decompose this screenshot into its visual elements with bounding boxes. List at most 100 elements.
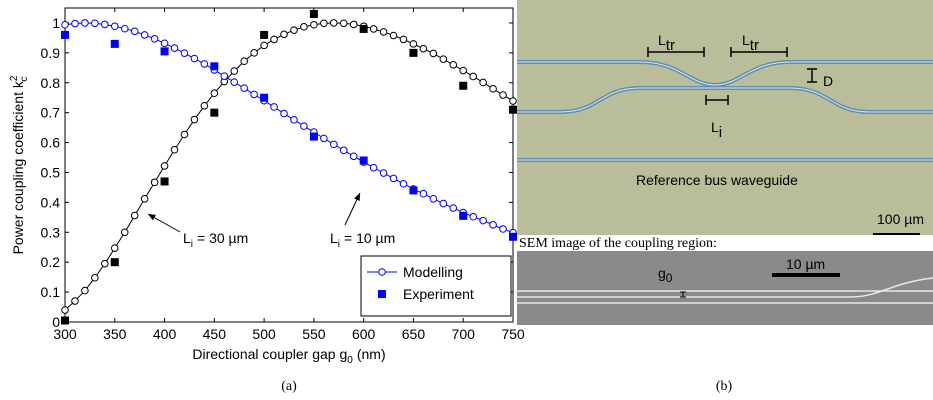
- model-point: [200, 60, 209, 68]
- plot-frame: [64, 7, 514, 323]
- model-curve: [64, 22, 514, 311]
- model-point: [61, 20, 69, 29]
- experiment-point: [309, 132, 318, 141]
- model-point: [91, 19, 99, 28]
- model-point: [120, 24, 129, 33]
- legend-marker: [378, 290, 386, 298]
- x-axis-label-unit: (nm): [357, 346, 386, 362]
- model-point: [330, 19, 338, 27]
- model-point: [240, 84, 248, 92]
- experiment-point: [160, 47, 169, 56]
- model-point: [349, 152, 358, 161]
- model-point: [429, 49, 438, 58]
- model-point: [419, 189, 428, 198]
- x-tick-label: 600: [352, 326, 376, 342]
- model-point: [320, 134, 328, 143]
- annotation-arrowhead: [148, 214, 156, 221]
- model-point: [280, 30, 288, 39]
- model-point: [310, 20, 318, 29]
- x-tick-label: 300: [53, 326, 77, 342]
- model-point: [260, 41, 268, 50]
- y-tick-label: 0: [52, 314, 60, 330]
- experiment-point: [210, 108, 219, 117]
- experiment-point: [359, 24, 368, 33]
- model-point: [130, 211, 139, 220]
- model-point: [300, 23, 308, 31]
- model-point: [180, 49, 189, 57]
- model-point: [379, 169, 388, 177]
- model-point: [180, 130, 189, 139]
- sem-waveguides: [517, 277, 933, 304]
- y-tick-label: 0.5: [41, 164, 61, 180]
- ltr-right: Ltr: [742, 32, 759, 54]
- model-point: [429, 194, 438, 203]
- model-point: [250, 49, 258, 57]
- model-point: [339, 146, 348, 155]
- model-point: [101, 259, 109, 268]
- model-point: [101, 20, 109, 29]
- scale-large: 100 µm: [877, 211, 924, 227]
- ltr-left: Ltr: [658, 32, 675, 54]
- model-point: [200, 101, 209, 110]
- model-point: [469, 212, 477, 221]
- y-axis-label: Power coupling coefficient k2c: [9, 75, 30, 254]
- model-point: [190, 115, 199, 124]
- experiment-point: [160, 177, 169, 186]
- y-axis-label-sup: 2: [9, 75, 20, 81]
- model-point: [170, 44, 179, 52]
- y-tick-label: 0.9: [41, 45, 61, 61]
- model-point: [349, 20, 358, 29]
- gap-mark: [680, 291, 686, 298]
- model-point: [489, 221, 497, 229]
- annotation: Li = 30 µm: [183, 230, 248, 250]
- model-point: [409, 40, 418, 48]
- experiment-point: [459, 211, 468, 220]
- y-tick-label: 0.3: [41, 224, 61, 240]
- model-point: [489, 84, 497, 93]
- model-point: [240, 57, 248, 66]
- model-point: [71, 297, 79, 305]
- y-axis-label-sub: c: [19, 77, 30, 82]
- model-point: [250, 90, 258, 99]
- model-point: [120, 228, 129, 237]
- legend-marker: [378, 268, 386, 276]
- model-point: [330, 140, 338, 149]
- micrograph: Ltr Ltr D Li Reference bus waveguide 100…: [517, 0, 933, 325]
- model-point: [369, 163, 378, 172]
- experiment-point: [409, 48, 418, 57]
- experiment-point: [110, 258, 119, 267]
- experiment-point: [260, 93, 269, 102]
- experiment-point: [359, 156, 368, 165]
- experiment-point: [260, 30, 269, 39]
- annotation-text: = 10 µm: [344, 230, 395, 246]
- model-point: [479, 78, 487, 87]
- experiment-point: [459, 81, 468, 90]
- model-point: [81, 286, 89, 295]
- model-point: [449, 204, 458, 212]
- y-tick-label: 0.8: [41, 75, 61, 91]
- x-tick-label: 550: [302, 326, 326, 342]
- x-axis-label: Directional coupler gap g0 (nm): [192, 346, 385, 366]
- model-point: [170, 145, 179, 154]
- model-point: [130, 27, 139, 36]
- model-point: [389, 31, 398, 40]
- y-tick-label: 0.1: [41, 284, 61, 300]
- model-point: [270, 103, 278, 111]
- model-point: [449, 61, 458, 69]
- model-point: [190, 54, 199, 63]
- model-point: [439, 55, 448, 63]
- scale-small: 10 µm: [786, 256, 825, 272]
- model-point: [379, 28, 388, 36]
- x-tick-label: 700: [452, 326, 476, 342]
- model-point: [339, 19, 348, 28]
- x-tick-label: 450: [203, 326, 227, 342]
- model-point: [300, 122, 308, 130]
- experiment-point: [61, 30, 69, 39]
- annotation-sub: i: [191, 239, 193, 250]
- x-tick-label: 650: [402, 326, 426, 342]
- experiment-point: [61, 316, 69, 325]
- x-tick-label: 400: [153, 326, 177, 342]
- model-point: [459, 66, 468, 75]
- model-point: [81, 19, 89, 27]
- experiment-point: [509, 105, 517, 114]
